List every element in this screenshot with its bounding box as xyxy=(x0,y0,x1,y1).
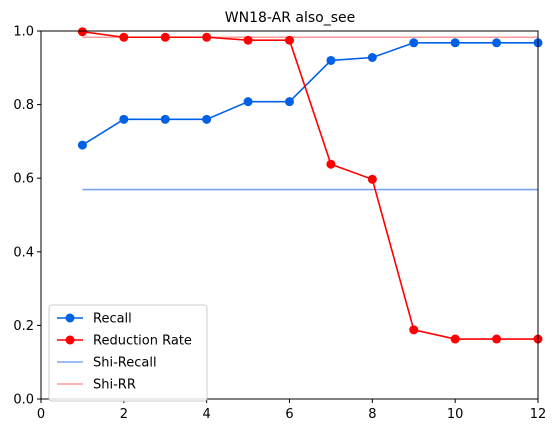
data-point-recall xyxy=(202,114,212,124)
x-tick-label: 2 xyxy=(120,407,128,422)
plot-inner xyxy=(81,31,538,340)
chart-title: WN18-AR also_see xyxy=(225,10,355,26)
x-tick-label: 8 xyxy=(368,407,376,422)
y-tick-label: 0.2 xyxy=(13,319,34,334)
legend-box xyxy=(48,304,208,402)
data-point-reduction-rate xyxy=(160,32,170,42)
legend-marker-reduction-rate xyxy=(65,335,75,345)
data-point-recall xyxy=(119,114,129,124)
x-tick-label: 6 xyxy=(285,407,293,422)
series-line-reduction-rate xyxy=(82,31,538,340)
y-tick-label: 0.8 xyxy=(13,98,34,113)
data-point-reduction-rate xyxy=(367,174,377,184)
data-point-recall xyxy=(160,114,170,124)
y-tick-label: 0.0 xyxy=(13,393,34,408)
y-tick-label: 0.6 xyxy=(13,172,34,187)
data-point-reduction-rate xyxy=(243,35,253,45)
plot-area xyxy=(40,27,543,400)
legend-label-recall: Recall xyxy=(93,312,132,327)
legend: Recall Reduction Rate Shi-Recall Shi-RR xyxy=(48,304,208,402)
data-point-recall xyxy=(326,55,336,65)
data-point-reduction-rate xyxy=(285,35,294,45)
x-tick-label: 10 xyxy=(447,407,464,422)
legend-label-reduction-rate: Reduction Rate xyxy=(93,334,192,349)
y-tick-label: 1.0 xyxy=(13,25,34,40)
legend-marker-recall xyxy=(65,313,75,323)
data-point-reduction-rate xyxy=(492,334,502,344)
data-point-reduction-rate xyxy=(450,334,460,344)
data-point-recall xyxy=(450,38,460,48)
data-point-recall xyxy=(285,97,294,107)
data-point-recall xyxy=(367,52,377,62)
data-point-reduction-rate xyxy=(409,325,419,335)
series-line-recall xyxy=(81,41,538,146)
y-tick-label: 0.4 xyxy=(13,245,34,260)
x-tick-label: 0 xyxy=(37,407,45,422)
y-axis: 0.0 0.2 0.4 0.6 0.8 1.0 xyxy=(13,25,41,408)
data-point-recall xyxy=(77,140,87,150)
data-point-reduction-rate xyxy=(326,159,336,169)
data-point-recall xyxy=(492,38,502,48)
legend-label-shi-rr: Shi-RR xyxy=(93,378,136,393)
x-tick-label: 4 xyxy=(203,407,211,422)
legend-label-shi-recall: Shi-Recall xyxy=(93,356,157,371)
data-point-reduction-rate xyxy=(119,32,129,42)
data-point-recall xyxy=(243,97,253,107)
data-point-reduction-rate xyxy=(202,32,212,42)
data-point-recall xyxy=(409,38,419,48)
x-tick-label: 12 xyxy=(530,407,547,422)
x-axis: 0 2 4 6 8 10 12 xyxy=(37,399,546,422)
data-point-reduction-rate xyxy=(77,27,87,37)
